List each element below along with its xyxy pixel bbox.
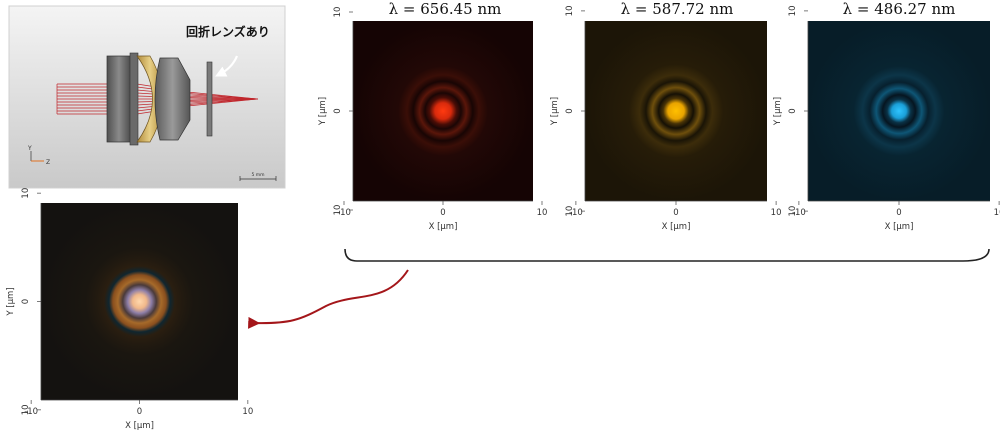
psf-panel-blue: λ = 486.27 nm -10 0 10 10 0 10 X [μm] Y [μm] xyxy=(773,0,1000,232)
axis-triad-icon: Y Z xyxy=(27,145,50,166)
psf-panel-title: λ = 486.27 nm xyxy=(843,0,956,18)
y-axis-label: Y [μm] xyxy=(318,97,328,126)
x-tick-label: 10 xyxy=(771,208,782,218)
x-tick-label: 0 xyxy=(440,208,445,218)
psf-panel-red: λ = 656.45 nm -10 0 10 10 0 10 X [μm] Y [μm] xyxy=(318,0,547,232)
y-tick-label: 10 xyxy=(788,5,798,16)
psf-image-blue xyxy=(808,21,990,201)
annotation-arrow xyxy=(215,55,239,77)
y-axis-label: Y [μm] xyxy=(6,287,16,316)
x-tick-label: -10 xyxy=(569,208,583,218)
psf-image-red xyxy=(353,21,533,201)
psf-image-combined xyxy=(41,203,238,400)
axis-y-label: Y xyxy=(27,145,32,152)
y-tick-label: 0 xyxy=(565,108,575,113)
lens-element-3 xyxy=(154,57,191,141)
x-axis-label: X [μm] xyxy=(125,421,154,431)
y-tick-label: 10 xyxy=(565,206,575,217)
axis-z-label: Z xyxy=(46,159,50,166)
y-tick-label: 0 xyxy=(788,108,798,113)
x-tick-label: 0 xyxy=(137,407,142,417)
y-tick-label: 10 xyxy=(21,188,31,199)
x-tick-label: 10 xyxy=(242,407,253,417)
y-axis-label: Y [μm] xyxy=(773,97,783,126)
scale-bar: 5 mm xyxy=(239,172,277,181)
psf-panel-combined: -10 0 10 10 0 10 X [μm] Y [μm] xyxy=(6,188,253,431)
psf-panel-yellow: λ = 587.72 nm -10 0 10 10 0 10 X [μm] Y [μm] xyxy=(550,0,782,232)
psf-image-yellow xyxy=(585,21,767,201)
x-axis-label: X [μm] xyxy=(885,222,914,232)
psf-panel-title: λ = 587.72 nm xyxy=(621,0,734,18)
x-tick-label: 10 xyxy=(994,208,1000,218)
combine-arrow xyxy=(248,269,409,329)
x-axis-label: X [μm] xyxy=(662,222,691,232)
x-tick-label: 0 xyxy=(673,208,678,218)
x-tick-label: -10 xyxy=(24,407,38,417)
y-tick-label: 0 xyxy=(333,108,343,113)
x-tick-label: 10 xyxy=(537,208,548,218)
scale-bar-label: 5 mm xyxy=(251,172,264,178)
lens-element-1 xyxy=(106,55,132,143)
psf-panel-title: λ = 656.45 nm xyxy=(389,0,502,18)
y-tick-label: 10 xyxy=(21,404,31,415)
optical-system-view: 回折レンズあり Y Z 5 mm xyxy=(8,5,286,189)
x-tick-label: -10 xyxy=(337,208,351,218)
y-tick-label: 10 xyxy=(333,205,343,216)
y-tick-label: 10 xyxy=(333,7,343,18)
x-axis-label: X [μm] xyxy=(429,222,458,232)
y-axis-label: Y [μm] xyxy=(550,97,560,126)
diffractive-lens-plate xyxy=(206,61,213,137)
lens-element-1-edge xyxy=(129,52,139,146)
grouping-brace xyxy=(344,248,990,262)
diffractive-lens-annotation: 回折レンズあり xyxy=(186,24,270,39)
x-tick-label: 0 xyxy=(896,208,901,218)
y-tick-label: 10 xyxy=(565,5,575,16)
y-tick-label: 10 xyxy=(788,206,798,217)
x-tick-label: -10 xyxy=(792,208,806,218)
y-tick-label: 0 xyxy=(21,299,31,304)
